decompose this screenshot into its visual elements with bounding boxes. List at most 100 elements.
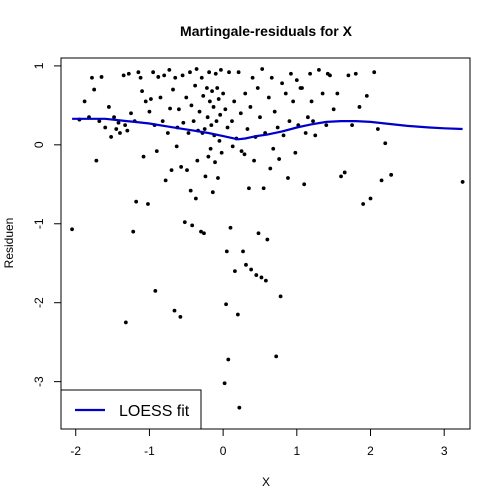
- data-point: [224, 249, 229, 254]
- data-point: [141, 154, 146, 159]
- data-point: [189, 103, 194, 108]
- data-point: [195, 158, 200, 163]
- data-point: [140, 89, 144, 94]
- data-point: [180, 73, 185, 78]
- data-point: [289, 71, 293, 76]
- x-tick-label: 2: [367, 444, 374, 458]
- data-point: [225, 125, 230, 130]
- data-point: [114, 127, 119, 131]
- data-point: [232, 99, 237, 104]
- data-point: [126, 71, 131, 76]
- x-tick-label: -2: [70, 444, 81, 458]
- data-point: [389, 172, 394, 177]
- data-point: [216, 97, 221, 101]
- data-point: [99, 75, 104, 79]
- data-point: [266, 95, 271, 100]
- data-point: [265, 237, 270, 242]
- data-point: [181, 120, 186, 125]
- data-point: [177, 107, 181, 112]
- data-point: [219, 67, 223, 72]
- legend-loess-label: LOESS fit: [119, 403, 190, 420]
- data-point: [361, 202, 366, 206]
- data-point: [138, 75, 143, 80]
- data-point: [268, 166, 273, 171]
- data-point: [162, 73, 167, 78]
- data-point: [184, 95, 189, 100]
- data-point: [269, 75, 274, 80]
- y-axis: -3 -2 -1 0 1: [32, 62, 61, 387]
- data-point: [261, 186, 266, 191]
- data-point: [259, 275, 264, 280]
- data-point: [368, 196, 373, 201]
- data-point: [364, 93, 369, 98]
- data-point: [208, 146, 213, 151]
- data-point: [278, 294, 283, 299]
- data-point: [182, 220, 187, 225]
- data-point: [274, 354, 279, 359]
- data-point: [311, 119, 315, 124]
- data-point: [199, 229, 203, 234]
- data-point: [247, 186, 251, 191]
- data-point: [291, 99, 296, 104]
- data-point: [109, 135, 114, 139]
- data-point: [346, 73, 351, 78]
- data-point: [116, 120, 121, 125]
- y-tick-label: -1: [32, 218, 46, 229]
- x-axis: -2 -1 0 1 2 3: [70, 429, 448, 458]
- y-axis-label: Residuen: [2, 218, 16, 269]
- data-point: [209, 123, 214, 127]
- data-point: [134, 199, 139, 204]
- data-point: [129, 111, 133, 116]
- data-point: [213, 160, 217, 165]
- y-tick-label: -3: [32, 376, 46, 387]
- data-point: [216, 176, 220, 180]
- data-point: [217, 138, 222, 143]
- data-point: [233, 269, 237, 274]
- data-point: [271, 146, 276, 151]
- data-point: [186, 131, 191, 135]
- x-tick-label: 0: [220, 444, 227, 458]
- data-point: [317, 67, 321, 72]
- data-point: [190, 223, 195, 228]
- data-point: [205, 86, 209, 90]
- data-point: [179, 165, 184, 169]
- loess-line: [72, 117, 463, 141]
- data-point: [250, 75, 255, 80]
- data-point: [154, 149, 159, 154]
- data-point: [136, 70, 141, 75]
- data-point: [123, 320, 128, 325]
- legend: LOESS fit: [60, 389, 202, 430]
- data-point: [153, 288, 158, 293]
- data-point: [172, 308, 177, 313]
- data-point: [372, 70, 377, 75]
- data-point: [185, 168, 189, 172]
- data-point: [263, 278, 268, 283]
- data-point: [272, 109, 277, 114]
- data-point: [149, 97, 153, 101]
- data-point: [328, 73, 332, 78]
- chart-title: Martingale-residuals for X: [180, 23, 353, 39]
- data-point: [188, 70, 192, 75]
- x-tick-label: 3: [441, 444, 448, 458]
- scatter-points: [70, 67, 465, 427]
- data-point: [143, 99, 148, 104]
- data-point: [235, 312, 240, 317]
- data-point: [206, 154, 211, 159]
- data-point: [283, 91, 288, 96]
- data-point: [165, 131, 170, 135]
- data-point: [223, 107, 228, 112]
- data-point: [260, 67, 265, 71]
- data-point: [303, 131, 308, 135]
- data-point: [230, 144, 235, 149]
- data-point: [221, 91, 226, 96]
- data-point: [281, 133, 286, 138]
- data-point: [222, 381, 227, 386]
- data-point: [103, 125, 108, 130]
- data-point: [178, 315, 183, 319]
- data-point: [163, 178, 168, 183]
- data-point: [94, 158, 99, 163]
- data-point: [125, 128, 130, 133]
- data-point: [230, 119, 234, 124]
- data-point: [353, 71, 358, 76]
